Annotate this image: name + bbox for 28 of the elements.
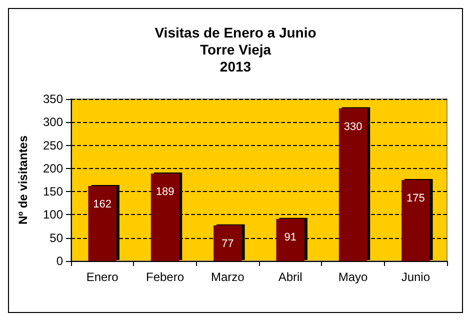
y-tick-label: 250 xyxy=(42,138,64,152)
x-tick-label: Marzo xyxy=(210,270,245,284)
y-tick-label: 350 xyxy=(42,92,64,106)
bar xyxy=(150,174,180,261)
y-axis-title: Nº de visitantes xyxy=(16,135,30,225)
y-tick-label: 100 xyxy=(42,208,64,222)
x-tick-label: Febero xyxy=(146,270,184,284)
bar xyxy=(338,108,368,261)
data-label: 77 xyxy=(222,238,234,250)
data-label: 91 xyxy=(284,231,296,244)
data-label: 189 xyxy=(156,186,174,198)
x-tick-label: Enero xyxy=(86,270,119,284)
y-tick-label: 0 xyxy=(56,254,64,268)
bar xyxy=(88,186,116,261)
x-tick-label: Junio xyxy=(401,270,430,284)
x-tick-label: Mayo xyxy=(338,270,368,284)
y-tick-label: 150 xyxy=(42,184,64,199)
bar xyxy=(214,225,242,261)
y-tick-label: 200 xyxy=(42,161,64,176)
x-tick-label: Abril xyxy=(278,270,302,284)
y-tick-label: 300 xyxy=(42,115,64,130)
y-tick-label: 50 xyxy=(50,230,64,245)
data-label: 330 xyxy=(344,120,362,133)
bar xyxy=(276,218,304,261)
data-label: 175 xyxy=(406,192,425,204)
data-label: 162 xyxy=(93,198,112,211)
chart-title: Visitas de Enero a Junio Torre Vieja 2013 xyxy=(154,24,316,74)
bar xyxy=(402,180,430,261)
